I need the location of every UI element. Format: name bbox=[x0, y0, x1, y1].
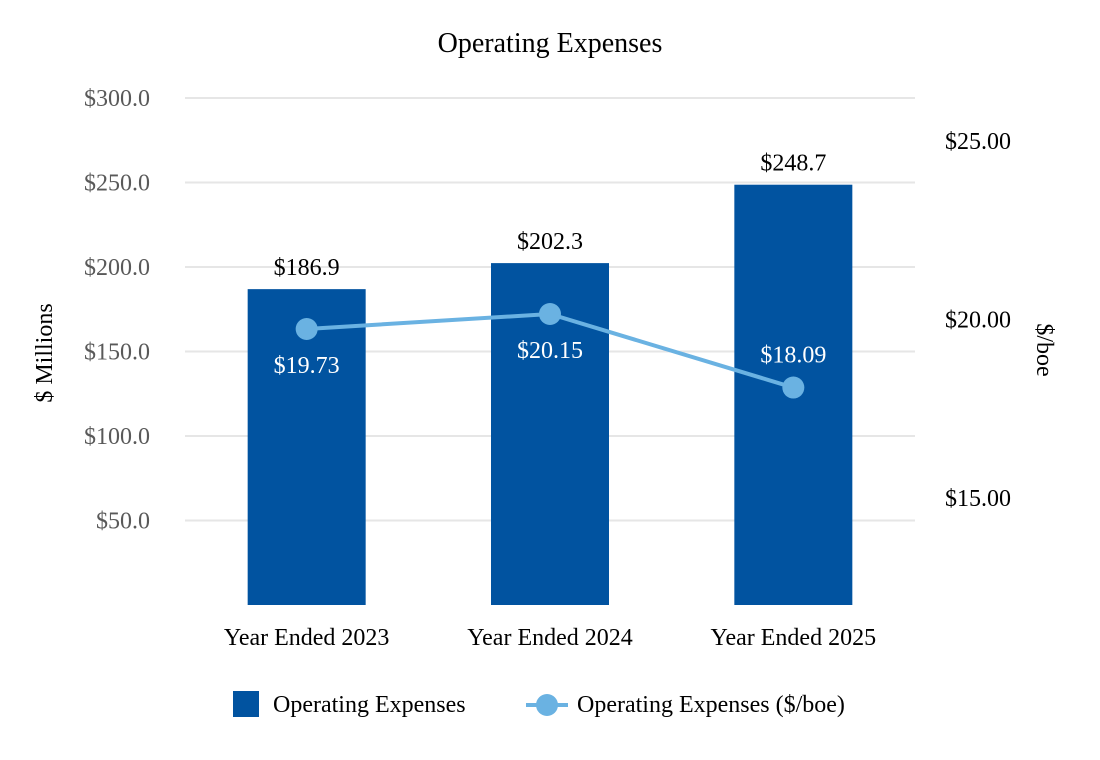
chart-title: Operating Expenses bbox=[438, 28, 663, 59]
legend-line-label: Operating Expenses ($/boe) bbox=[577, 692, 845, 718]
left-tick-label: $300.0 bbox=[84, 86, 150, 112]
bar-data-labels: $186.9 $202.3 $248.7 bbox=[274, 151, 827, 281]
line-point bbox=[295, 318, 318, 341]
line-point bbox=[539, 303, 561, 326]
left-axis-ticks: $50.0 $100.0 $150.0 $200.0 $250.0 $300.0 bbox=[84, 86, 150, 535]
category-label: Year Ended 2023 bbox=[224, 625, 390, 651]
left-axis-title: $ Millions bbox=[32, 303, 58, 402]
right-tick-label: $20.00 bbox=[945, 307, 1011, 333]
right-axis-title: $/boe bbox=[1031, 323, 1057, 376]
category-labels: Year Ended 2023 Year Ended 2024 Year Ended… bbox=[224, 625, 876, 651]
left-tick-label: $50.0 bbox=[96, 509, 150, 535]
legend-bar-label: Operating Expenses bbox=[273, 692, 466, 718]
bar-data-label: $186.9 bbox=[274, 255, 340, 281]
bar-data-label: $248.7 bbox=[760, 151, 826, 177]
left-tick-label: $200.0 bbox=[84, 255, 150, 281]
right-tick-label: $15.00 bbox=[945, 486, 1011, 512]
legend: Operating Expenses Operating Expenses ($… bbox=[233, 691, 845, 718]
line-point bbox=[782, 376, 805, 399]
legend-line-marker bbox=[536, 694, 558, 716]
category-label: Year Ended 2025 bbox=[711, 625, 877, 651]
line-data-label: $19.73 bbox=[274, 353, 340, 379]
line-series bbox=[295, 303, 805, 399]
category-label: Year Ended 2024 bbox=[467, 625, 633, 651]
line-data-label: $20.15 bbox=[517, 338, 583, 364]
bar bbox=[247, 289, 366, 605]
bar-data-label: $202.3 bbox=[517, 229, 583, 255]
left-tick-label: $150.0 bbox=[84, 340, 150, 366]
left-tick-label: $100.0 bbox=[84, 424, 150, 450]
line-data-labels: $19.73 $20.15 $18.09 bbox=[274, 338, 827, 379]
legend-bar-swatch bbox=[233, 691, 259, 717]
line-data-label: $18.09 bbox=[760, 343, 826, 369]
right-tick-label: $25.00 bbox=[945, 129, 1011, 155]
right-axis-ticks: $15.00 $20.00 $25.00 bbox=[945, 129, 1011, 512]
left-tick-label: $250.0 bbox=[84, 171, 150, 197]
